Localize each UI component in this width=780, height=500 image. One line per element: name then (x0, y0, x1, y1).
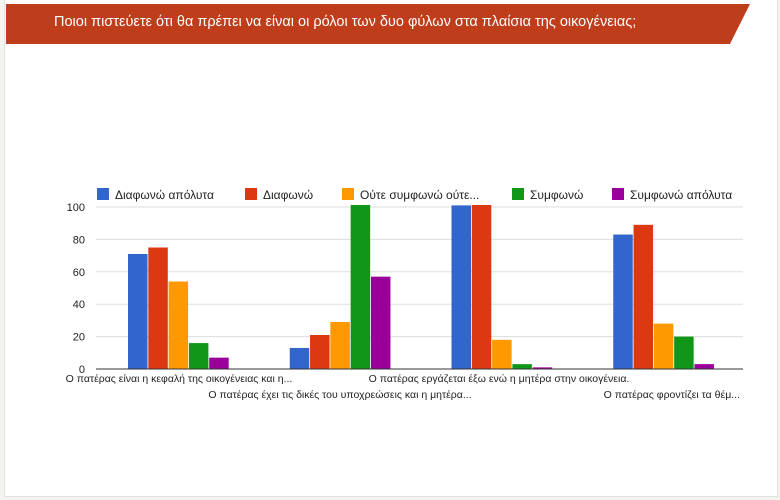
x-category-label: Ο πατέρας φροντίζει τα θέμ... (604, 389, 740, 401)
x-category-label: Ο πατέρας έχει τις δικές του υποχρεώσεις… (208, 389, 471, 401)
bar (370, 276, 391, 369)
bar (532, 367, 553, 369)
y-tick-label: 60 (73, 267, 85, 279)
legend-swatch (342, 188, 354, 200)
bar (471, 205, 492, 369)
legend-swatch (612, 188, 624, 200)
bar (350, 205, 371, 369)
question-title: Ποιοι πιστεύετε ότι θα πρέπει να είναι ο… (54, 14, 637, 30)
legend-label: Συμφωνώ απόλυτα (630, 188, 732, 202)
legend-swatch (245, 188, 257, 200)
bar (209, 357, 229, 369)
y-tick-label: 20 (73, 332, 85, 344)
bar (168, 281, 189, 369)
x-category-label: Ο πατέρας εργάζεται έξω ενώ η μητέρα στη… (369, 373, 630, 385)
legend-label: Διαφωνώ απόλυτα (115, 188, 214, 202)
bar (694, 364, 714, 369)
bar (451, 205, 471, 369)
legend-swatch (97, 188, 109, 200)
bar (310, 334, 330, 369)
legend-swatch (512, 188, 524, 200)
bar (653, 323, 674, 369)
legend-label: Ούτε συμφωνώ ούτε... (360, 188, 479, 202)
bar (674, 336, 694, 369)
bar (492, 339, 512, 369)
question-banner: Ποιοι πιστεύετε ότι θα πρέπει να είναι ο… (6, 4, 750, 44)
bar (188, 343, 209, 369)
bar (289, 347, 310, 369)
bar (633, 224, 654, 369)
bar (128, 253, 148, 369)
bar (330, 322, 350, 369)
bar (613, 234, 633, 369)
legend-label: Διαφωνώ (263, 188, 313, 202)
bar (148, 247, 168, 369)
x-category-label: Ο πατέρας είναι η κεφαλή της οικογένειας… (66, 373, 293, 385)
y-tick-label: 100 (67, 202, 85, 214)
bar (512, 364, 532, 369)
legend-label: Συμφωνώ (530, 188, 583, 202)
y-tick-label: 0 (79, 364, 85, 376)
y-tick-label: 40 (73, 299, 85, 311)
y-tick-label: 80 (73, 234, 85, 246)
